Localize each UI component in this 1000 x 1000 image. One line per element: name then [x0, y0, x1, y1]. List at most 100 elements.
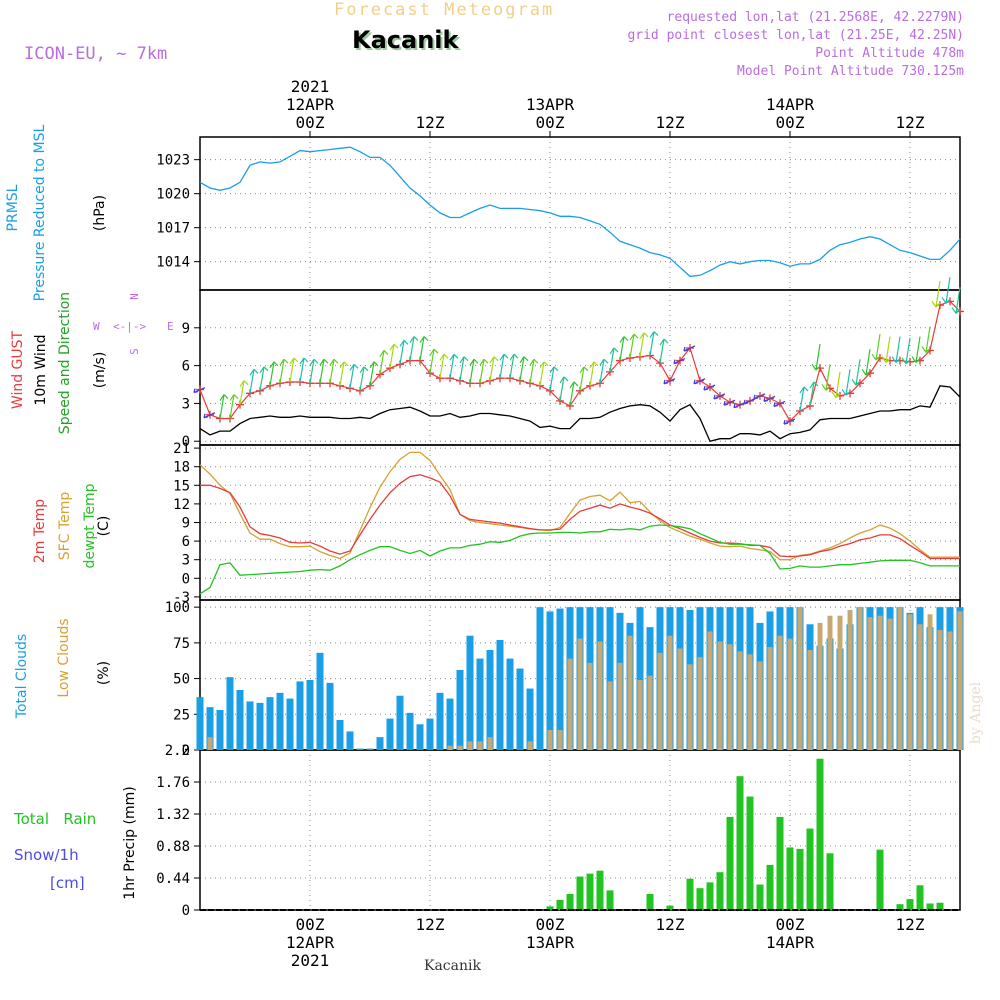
low-cloud-bar	[867, 617, 873, 750]
wind-dir-arrow	[743, 398, 756, 405]
rain-bar	[696, 888, 704, 910]
wind-dir-arrow	[841, 369, 851, 396]
low-cloud-bar	[907, 614, 913, 750]
wind-dir-arrow	[499, 353, 509, 379]
model-label: ICON-EU, ~ 7km	[24, 44, 168, 64]
wind-dir-arrow	[469, 358, 479, 384]
wind-dir-arrow	[599, 358, 609, 384]
wind-dir-arrow	[519, 356, 529, 381]
wind-dir-arrow	[799, 386, 809, 412]
total-cloud-bar	[296, 681, 304, 750]
wind-dir-arrow	[569, 381, 579, 407]
wind-dir-arrow	[851, 359, 861, 386]
bottom-time-label: 00Z	[536, 915, 565, 934]
y-tick-label: 1.76	[156, 775, 190, 791]
t2m-line	[200, 474, 960, 560]
top-time-label: 12APR	[286, 95, 335, 114]
total-cloud-bar	[336, 720, 344, 750]
wind-dir-arrow	[559, 376, 569, 401]
compass-arrow: <-|->	[113, 320, 147, 333]
bottom-time-label: 12Z	[416, 915, 445, 934]
total-cloud-bar	[326, 682, 334, 750]
y-tick-label: 1020	[156, 187, 190, 203]
wind-dir-arrow	[309, 358, 319, 384]
y-tick-label: 0	[182, 571, 190, 587]
total-cloud-bar	[506, 658, 514, 750]
chart-title: Forecast Meteogram	[334, 0, 555, 20]
low-cloud-bar	[957, 611, 963, 750]
low-cloud-bar	[207, 737, 213, 750]
total-cloud-bar	[236, 690, 244, 750]
wind-dir-arrow	[203, 412, 216, 419]
low-cloud-bar	[547, 730, 553, 750]
wind-dir-arrow	[831, 371, 841, 399]
wind-dir-arrow	[329, 358, 339, 384]
wind-dir-arrow	[479, 358, 489, 384]
wind-dir-arrow	[459, 356, 469, 381]
rain-bar	[936, 902, 944, 910]
wind-dir-arrow	[821, 364, 831, 391]
low-cloud-bar	[837, 615, 843, 750]
wind-dir-arrow	[259, 366, 269, 391]
y-tick-label: 15	[173, 478, 190, 494]
total-cloud-bar	[466, 635, 474, 750]
rain-bar	[686, 878, 694, 910]
total-cloud-bar	[546, 611, 554, 750]
wind-dir-arrow	[369, 361, 379, 386]
wind-dir-arrow	[289, 357, 299, 383]
wind-dir-arrow	[389, 343, 399, 369]
rain-bar	[826, 853, 834, 910]
low-cloud-bar	[737, 651, 743, 750]
total-cloud-bar	[496, 640, 504, 750]
bottom-time-label: 14APR	[766, 933, 815, 952]
top-time-label: 12Z	[656, 113, 685, 132]
wind-dir-arrow	[901, 337, 911, 365]
wind-dir-arrow	[529, 358, 539, 384]
rain-bar	[716, 872, 724, 910]
low-cloud-bar	[637, 680, 643, 750]
y-tick-label: -3	[173, 590, 190, 606]
rain-bar	[606, 890, 614, 910]
y-tick-label: 75	[173, 636, 190, 652]
wind-dir-arrow	[439, 353, 449, 379]
total-cloud-bar	[256, 702, 264, 750]
wind-dir-arrow	[649, 331, 659, 356]
wind-dir-arrow	[733, 402, 746, 409]
precip-rain-word: Rain	[63, 810, 97, 828]
wind-dir-arrow	[339, 361, 349, 386]
sfc-temp-line	[199, 451, 960, 561]
total-cloud-bar	[196, 697, 204, 750]
low-cloud-bar	[847, 610, 853, 750]
rain-bar	[896, 904, 904, 910]
top-time-label: 12Z	[896, 113, 925, 132]
precip-total-label: Total Rain	[14, 810, 96, 828]
y-tick-label: 1014	[156, 255, 190, 271]
y-tick-label: 6	[182, 534, 190, 550]
wind-dir-arrow	[299, 357, 309, 383]
total-cloud-bar	[216, 710, 224, 750]
low-cloud-bar	[707, 631, 713, 750]
low-cloud-bar	[817, 622, 823, 750]
y-tick-label: 6	[182, 359, 190, 375]
low-cloud-bar	[947, 631, 953, 750]
low-cloud-bar	[587, 662, 593, 750]
low-cloud-bar	[717, 641, 723, 750]
wind-dir-arrow	[219, 394, 229, 419]
total-cloud-bar	[376, 737, 384, 750]
wind-dir-arrow	[951, 287, 961, 314]
low-cloud-bar	[877, 615, 883, 750]
station-name: Kacanik	[352, 26, 459, 54]
wind-dir-arrow	[419, 336, 429, 361]
total-cloud-bar	[536, 607, 544, 750]
low-cloud-bar	[827, 615, 833, 750]
wind-dir-arrow	[319, 358, 329, 384]
rain-bar	[906, 899, 914, 910]
low-cloud-bar	[557, 730, 563, 750]
rain-bar	[796, 848, 804, 910]
wind-dir-arrow	[349, 363, 359, 389]
y-tick-label: 0.88	[156, 839, 190, 855]
grid-coords: grid point closest lon,lat (21.25E, 42.2…	[627, 28, 964, 43]
dewpoint-line	[199, 524, 960, 595]
wind-dir-arrow	[723, 399, 736, 406]
total-cloud-bar	[556, 608, 564, 750]
